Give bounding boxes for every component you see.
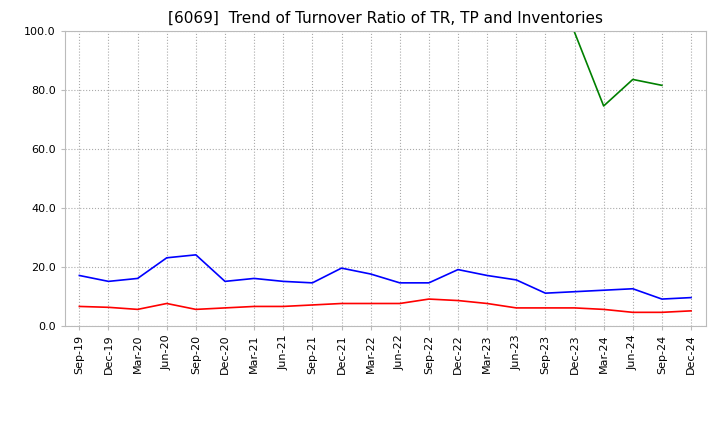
Inventories <box>599 103 608 109</box>
Trade Payables <box>395 280 404 286</box>
Trade Payables <box>599 288 608 293</box>
Trade Receivables <box>104 304 113 310</box>
Trade Payables <box>541 290 550 296</box>
Trade Receivables <box>192 307 200 312</box>
Trade Receivables <box>629 310 637 315</box>
Inventories <box>192 38 200 44</box>
Trade Payables <box>75 273 84 278</box>
Trade Receivables <box>687 308 696 313</box>
Trade Payables <box>570 289 579 294</box>
Trade Payables <box>687 295 696 300</box>
Line: Trade Payables: Trade Payables <box>79 255 691 299</box>
Trade Receivables <box>337 301 346 306</box>
Title: [6069]  Trend of Turnover Ratio of TR, TP and Inventories: [6069] Trend of Turnover Ratio of TR, TP… <box>168 11 603 26</box>
Trade Payables <box>220 279 229 284</box>
Trade Payables <box>104 279 113 284</box>
Trade Receivables <box>308 302 317 308</box>
Trade Payables <box>250 276 258 281</box>
Line: Inventories: Inventories <box>196 32 662 106</box>
Trade Payables <box>483 273 492 278</box>
Trade Receivables <box>570 305 579 311</box>
Trade Receivables <box>657 310 666 315</box>
Trade Receivables <box>599 307 608 312</box>
Trade Receivables <box>163 301 171 306</box>
Trade Payables <box>308 280 317 286</box>
Trade Payables <box>279 279 287 284</box>
Trade Receivables <box>395 301 404 306</box>
Trade Receivables <box>512 305 521 311</box>
Trade Payables <box>366 271 375 277</box>
Trade Payables <box>512 277 521 282</box>
Trade Payables <box>133 276 142 281</box>
Trade Receivables <box>220 305 229 311</box>
Trade Payables <box>425 280 433 286</box>
Trade Payables <box>337 265 346 271</box>
Trade Receivables <box>425 297 433 302</box>
Trade Payables <box>454 267 462 272</box>
Trade Receivables <box>366 301 375 306</box>
Trade Receivables <box>250 304 258 309</box>
Trade Payables <box>163 255 171 260</box>
Trade Receivables <box>483 301 492 306</box>
Inventories <box>570 29 579 35</box>
Trade Receivables <box>133 307 142 312</box>
Trade Receivables <box>454 298 462 303</box>
Trade Payables <box>629 286 637 291</box>
Line: Trade Receivables: Trade Receivables <box>79 299 691 312</box>
Trade Payables <box>192 252 200 257</box>
Trade Receivables <box>75 304 84 309</box>
Trade Payables <box>657 297 666 302</box>
Inventories <box>657 83 666 88</box>
Trade Receivables <box>541 305 550 311</box>
Trade Receivables <box>279 304 287 309</box>
Inventories <box>629 77 637 82</box>
